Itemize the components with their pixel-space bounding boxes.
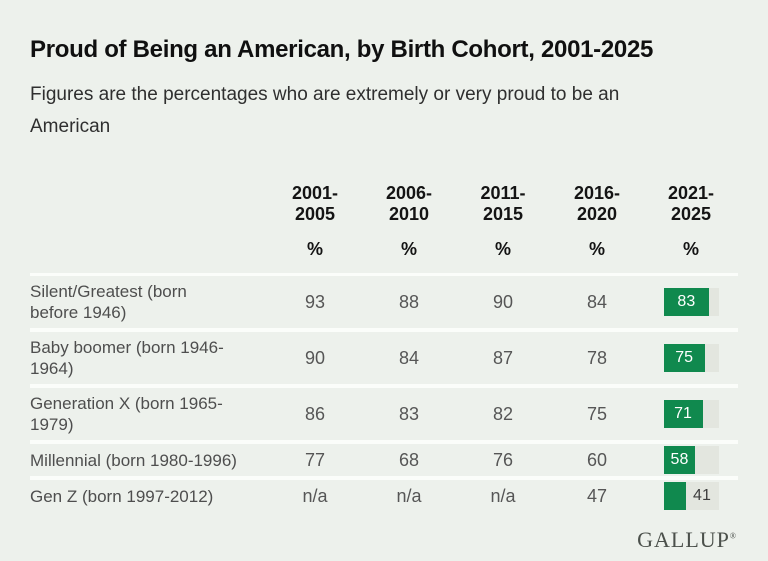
bar-fill: [663, 482, 687, 510]
bar-value-label: 41: [693, 487, 711, 504]
cell-value: 87: [492, 347, 514, 368]
bar-value-label: 75: [675, 349, 694, 366]
bar-cell: 71: [644, 400, 738, 428]
cell-value: 84: [586, 291, 608, 312]
table-header-row: 2001-2005 2006-2010 2011-2015 2016-2020 …: [30, 183, 738, 225]
units-spacer: [30, 247, 268, 253]
bar-track: 75: [663, 344, 719, 372]
bar-track: 41: [663, 482, 719, 510]
column-header-2011-2015: 2011-2015: [480, 183, 526, 224]
table-row-silent-greatest: Silent/Greatest (born before 1946) 93 88…: [30, 276, 738, 328]
bar-fill: [663, 344, 705, 372]
table-units-row: % % % % %: [30, 225, 738, 276]
bar-track: 58: [663, 446, 719, 474]
cell-value: 90: [304, 347, 326, 368]
bar-cell: 75: [644, 344, 738, 372]
cell-value: 47: [586, 485, 608, 506]
unit-percent: %: [400, 239, 417, 259]
chart-title: Proud of Being an American, by Birth Coh…: [30, 36, 654, 63]
column-header-2006-2010: 2006-2010: [385, 183, 433, 224]
cell-value: n/a: [302, 485, 328, 506]
row-label: Generation X (born 1965- 1979): [30, 394, 223, 434]
column-header-2021-2025: 2021-2025: [667, 183, 715, 224]
cell-value: 86: [304, 403, 326, 424]
table-row-gen-z: Gen Z (born 1997-2012) n/a n/a n/a 47 41: [30, 476, 738, 512]
cell-value: n/a: [396, 485, 422, 506]
bar-cell: 83: [644, 288, 738, 316]
cell-value: 88: [398, 291, 420, 312]
bar-value-label: 71: [674, 405, 692, 422]
table-row-generation-x: Generation X (born 1965- 1979) 86 83 82 …: [30, 384, 738, 440]
cell-value: 75: [586, 403, 608, 424]
row-label: Silent/Greatest (born before 1946): [30, 282, 187, 322]
cell-value: 78: [586, 347, 608, 368]
cell-value: 83: [398, 403, 420, 424]
unit-percent: %: [682, 239, 699, 259]
cell-value: 93: [304, 291, 326, 312]
bar-fill: [663, 446, 696, 474]
chart-subtitle: Figures are the percentages who are extr…: [30, 84, 620, 137]
cell-value: 77: [304, 449, 326, 470]
unit-percent: %: [494, 239, 511, 259]
row-label: Gen Z (born 1997-2012): [30, 486, 214, 506]
unit-percent: %: [306, 239, 323, 259]
gallup-logo-text: GALLUP: [637, 527, 730, 552]
bar-track: 71: [663, 400, 719, 428]
cell-value: 60: [586, 449, 608, 470]
row-label: Baby boomer (born 1946- 1964): [30, 338, 224, 378]
row-label: Millennial (born 1980-1996): [30, 450, 237, 470]
column-header-2001-2005: 2001-2005: [291, 183, 339, 224]
bar-value-label: 58: [670, 451, 689, 468]
cell-value: 84: [398, 347, 420, 368]
cell-value: 68: [398, 449, 420, 470]
cell-value: 76: [492, 449, 514, 470]
bar-track: 83: [663, 288, 719, 316]
unit-percent: %: [588, 239, 605, 259]
gallup-logo: GALLUP®: [637, 527, 736, 552]
bar-value-label: 83: [677, 293, 696, 310]
table-row-baby-boomer: Baby boomer (born 1946- 1964) 90 84 87 7…: [30, 328, 738, 384]
cell-value: 82: [492, 403, 514, 424]
column-header-2016-2020: 2016-2020: [573, 183, 621, 224]
bar-fill: [663, 400, 703, 428]
cell-value: n/a: [490, 485, 516, 506]
bar-fill: [663, 288, 710, 316]
registered-mark: ®: [729, 531, 736, 541]
header-spacer: [30, 201, 268, 207]
cell-value: 90: [492, 291, 514, 312]
cohort-table: 2001-2005 2006-2010 2011-2015 2016-2020 …: [30, 183, 738, 512]
bar-cell: 41: [644, 482, 738, 510]
bar-cell: 58: [644, 446, 738, 474]
table-row-millennial: Millennial (born 1980-1996) 77 68 76 60 …: [30, 440, 738, 476]
footer: GALLUP®: [30, 527, 738, 553]
